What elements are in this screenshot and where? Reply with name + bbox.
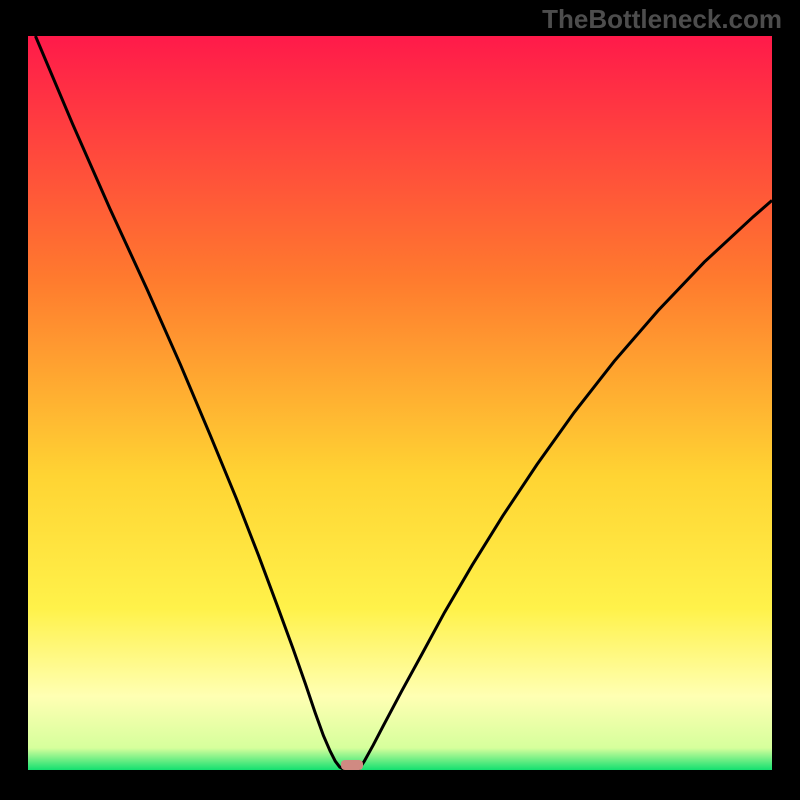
curve-left-branch [35,36,345,770]
plot-area [28,36,772,770]
attribution-watermark: TheBottleneck.com [542,4,782,35]
optimum-marker [341,760,363,770]
curve-layer [28,36,772,770]
chart-frame: TheBottleneck.com [0,0,800,800]
curve-right-branch [358,200,772,770]
